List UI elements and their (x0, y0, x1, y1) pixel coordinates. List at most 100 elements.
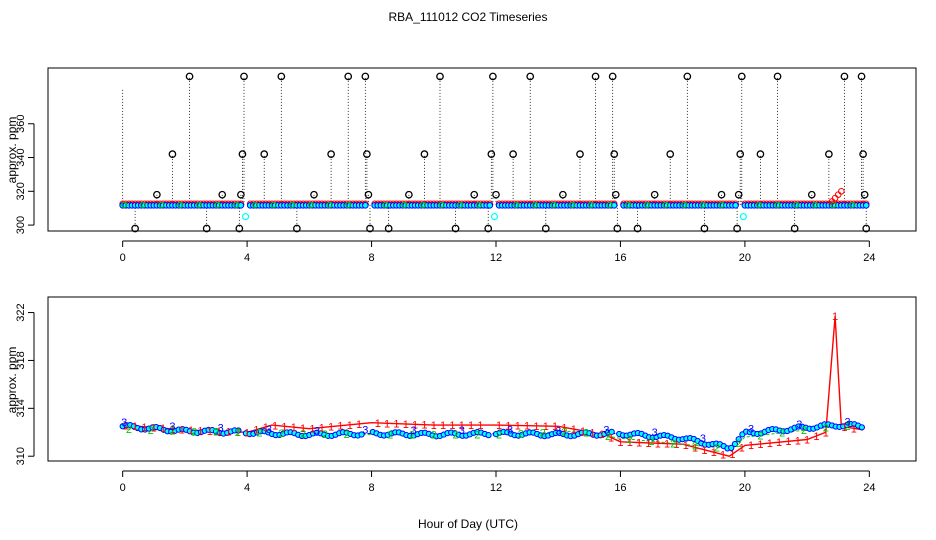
bottom-series1-marker: 1 (851, 423, 857, 435)
bottom-series1-marker: 1 (776, 437, 782, 449)
bottom-series3-point (735, 436, 742, 443)
top-series1-point (831, 194, 839, 202)
top-series3-point (610, 202, 618, 209)
bottom-series1-marker: 1 (757, 439, 763, 451)
bottom-series3-marker: 3 (555, 425, 561, 437)
bottom-series1-marker: 1 (291, 422, 297, 434)
bottom-y-tick-label: 322 (15, 303, 27, 321)
bottom-series1-marker: 1 (627, 437, 633, 449)
bottom-series1-marker: 1 (664, 439, 670, 451)
top-flag-point (364, 190, 373, 199)
bottom-series1-marker: 1 (169, 424, 175, 436)
top-flag-point (238, 150, 247, 158)
top-series2-point (475, 201, 482, 208)
bottom-series3-marker: 3 (748, 424, 754, 436)
bottom-series2-marker: 2 (344, 429, 350, 441)
bottom-series2-marker: 2 (670, 438, 676, 450)
top-low-outlier (739, 213, 747, 221)
top-low-outlier (241, 213, 250, 221)
x-axis-label: Hour of Day (UTC) (418, 517, 518, 531)
bottom-y-axis-label: approx. ppm (5, 347, 19, 414)
bottom-series3-marker: 3 (121, 417, 127, 429)
top-flag-point (737, 72, 746, 81)
bottom-series2-marker: 2 (605, 431, 611, 443)
top-flag-point (363, 150, 371, 158)
top-flag-point (218, 190, 227, 199)
bottom-x-tick-label: 4 (244, 482, 250, 494)
top-series2-point (121, 201, 128, 208)
bottom-y-tick-label: 318 (15, 351, 27, 369)
bottom-series3-marker: 3 (507, 425, 513, 437)
top-series2-point (214, 201, 221, 208)
top-flag-point (153, 190, 161, 199)
top-series2-point (606, 201, 613, 208)
bottom-series2-marker: 2 (779, 428, 785, 440)
bottom-series1-marker: 1 (599, 429, 605, 441)
bottom-series1-marker: 1 (673, 439, 679, 451)
bottom-series1-marker: 1 (216, 426, 222, 438)
top-series2-point (681, 201, 688, 208)
top-flag-point (773, 72, 782, 81)
bottom-series1-marker: 1 (123, 420, 129, 432)
bottom-series1-marker: 1 (328, 422, 334, 434)
top-flag-point (470, 190, 479, 199)
top-series3-point (732, 202, 739, 209)
top-series2-point (793, 201, 800, 208)
bottom-series1-marker: 1 (655, 438, 661, 450)
bottom-series1-marker: 1 (384, 418, 390, 430)
top-flag-point (862, 224, 871, 233)
bottom-series3-marker: 3 (844, 416, 850, 428)
bottom-series1-marker: 1 (701, 445, 707, 457)
bottom-series1-marker: 1 (608, 433, 614, 445)
top-flag-point (489, 72, 497, 81)
bottom-series1-marker: 1 (225, 427, 231, 439)
bottom-series1-marker: 1 (235, 427, 241, 439)
top-flag-point (576, 150, 584, 158)
bottom-series2-marker: 2 (278, 428, 284, 440)
top-flag-point (717, 190, 726, 199)
bottom-series3-point (235, 427, 242, 434)
top-flag-point (860, 190, 869, 199)
bottom-series2-marker: 2 (844, 421, 850, 433)
top-series1-point (834, 191, 842, 198)
bottom-series1-marker: 1 (795, 435, 801, 447)
top-flag-point (131, 224, 139, 233)
bottom-series1-marker: 1 (449, 420, 455, 432)
bottom-series1-marker: 1 (552, 421, 558, 433)
bottom-series2-marker: 2 (169, 426, 175, 438)
top-flag-point (840, 72, 849, 81)
top-series2-point (438, 201, 445, 208)
top-series2-point (457, 201, 464, 208)
top-series2-point (550, 201, 557, 208)
bottom-series1-marker: 1 (403, 419, 409, 431)
bottom-series1-marker: 1 (767, 438, 773, 450)
bottom-series1-marker: 1 (356, 419, 362, 431)
bottom-series3-marker: 3 (459, 425, 465, 437)
top-flag-point (683, 72, 692, 81)
bottom-series2-marker: 2 (714, 443, 720, 455)
bottom-series3-marker: 3 (796, 419, 802, 431)
top-flag-point (484, 224, 493, 233)
bottom-series3-point (485, 432, 492, 439)
top-series2-point (289, 201, 296, 208)
top-flag-point (451, 224, 460, 233)
bottom-x-tick-label: 0 (120, 482, 126, 494)
top-series2-point (662, 201, 669, 208)
bottom-series2-marker: 2 (583, 428, 589, 440)
bottom-plot-frame (47, 296, 917, 462)
bottom-series1-marker: 1 (151, 422, 157, 434)
bottom-series1-marker: 1 (132, 421, 138, 433)
bottom-series1-marker: 1 (477, 420, 483, 432)
top-flag-point (610, 150, 619, 158)
bottom-series2-marker: 2 (540, 428, 546, 440)
top-series2-point (139, 201, 146, 208)
top-series2-point (643, 201, 650, 208)
top-flag-point (310, 190, 318, 199)
top-series2-point (755, 201, 762, 208)
bottom-series2-marker: 2 (126, 424, 132, 436)
top-series2-point (345, 201, 352, 208)
top-marks (119, 72, 871, 233)
bottom-x-tick-label: 8 (368, 482, 374, 494)
bottom-series1-marker: 1 (319, 422, 325, 434)
top-series2-point (158, 201, 165, 208)
